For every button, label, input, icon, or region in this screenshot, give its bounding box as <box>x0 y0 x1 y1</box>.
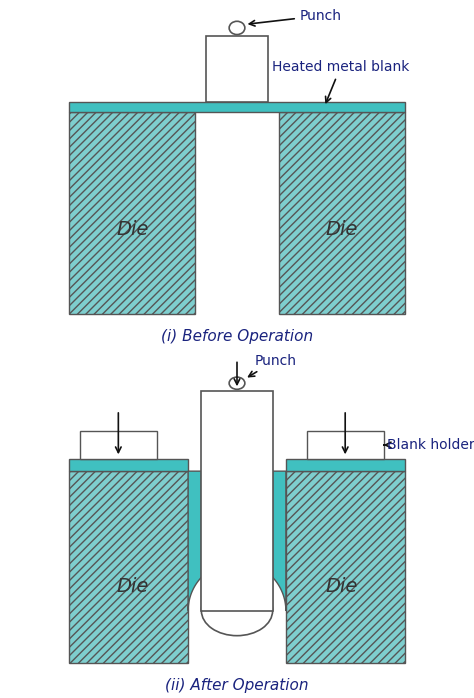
FancyBboxPatch shape <box>80 431 157 459</box>
Text: Die: Die <box>326 577 358 596</box>
FancyBboxPatch shape <box>70 471 188 663</box>
Text: Blank holder: Blank holder <box>384 438 474 452</box>
Ellipse shape <box>229 377 245 389</box>
Polygon shape <box>188 471 286 611</box>
Text: Punch: Punch <box>249 353 296 377</box>
Text: (i) Before Operation: (i) Before Operation <box>161 329 313 344</box>
Text: Punch: Punch <box>249 8 342 26</box>
FancyBboxPatch shape <box>307 431 383 459</box>
Text: Die: Die <box>326 220 358 239</box>
FancyBboxPatch shape <box>286 471 404 663</box>
Text: Die: Die <box>116 577 148 596</box>
FancyBboxPatch shape <box>201 391 273 611</box>
Ellipse shape <box>229 21 245 34</box>
FancyBboxPatch shape <box>286 459 404 471</box>
FancyBboxPatch shape <box>279 112 404 314</box>
Text: Die: Die <box>116 220 148 239</box>
FancyBboxPatch shape <box>70 112 195 314</box>
FancyBboxPatch shape <box>70 459 188 471</box>
FancyBboxPatch shape <box>206 36 268 102</box>
Text: Heated metal blank: Heated metal blank <box>272 60 409 103</box>
Text: (ii) After Operation: (ii) After Operation <box>165 678 309 693</box>
FancyBboxPatch shape <box>70 102 404 112</box>
